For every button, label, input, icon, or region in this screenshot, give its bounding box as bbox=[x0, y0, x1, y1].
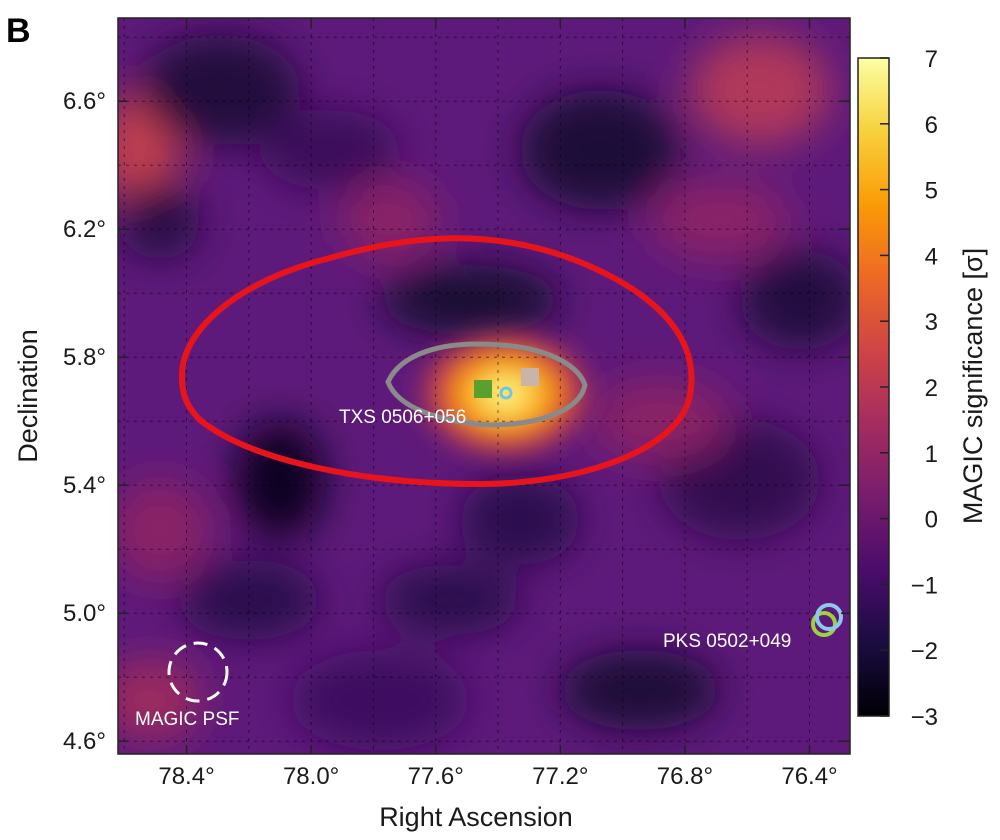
y-tick-label: 5.8° bbox=[63, 344, 106, 371]
x-tick-label: 77.2° bbox=[532, 763, 588, 790]
x-tick-label: 76.4° bbox=[781, 763, 837, 790]
y-axis: 4.6° 5.0° 5.4° 5.8° 6.2° 6.6° bbox=[63, 88, 850, 755]
colorbar-tick-label: −1 bbox=[911, 572, 938, 599]
colorbar-tick-label: 5 bbox=[925, 178, 938, 205]
x-tick-label: 78.4° bbox=[158, 763, 214, 790]
blue-circle-marker bbox=[499, 386, 513, 400]
colorbar-tick-label: −3 bbox=[911, 704, 938, 731]
psf-label: MAGIC PSF bbox=[135, 709, 240, 730]
colorbar-tick-label: 4 bbox=[925, 243, 938, 270]
colorbar-tick-label: 3 bbox=[925, 309, 938, 336]
colorbar-ticks: 7 6 5 4 3 2 1 0 −1 −2 −3 bbox=[880, 46, 938, 731]
y-tick-label: 5.4° bbox=[63, 472, 106, 499]
grid bbox=[118, 18, 850, 754]
y-axis-title: Declination bbox=[13, 329, 43, 463]
blue-circle-marker-pks bbox=[815, 603, 843, 631]
x-axis-title: Right Ascension bbox=[379, 802, 573, 832]
colorbar-tick-label: 1 bbox=[925, 441, 938, 468]
colorbar-tick-label: 7 bbox=[925, 46, 938, 73]
psf-circle bbox=[167, 641, 229, 703]
source-label-pks: PKS 0502+049 bbox=[663, 631, 791, 652]
green-circle-marker bbox=[811, 611, 837, 637]
y-tick-label: 6.6° bbox=[63, 88, 106, 115]
colorbar-label: MAGIC significance [σ] bbox=[958, 248, 988, 524]
markers bbox=[167, 368, 843, 703]
x-tick-label: 76.8° bbox=[657, 763, 713, 790]
y-tick-label: 5.0° bbox=[63, 600, 106, 627]
heatmap bbox=[118, 18, 850, 754]
colorbar-tick-label: −2 bbox=[911, 638, 938, 665]
x-axis: 78.4° 78.0° 77.6° 77.2° 76.8° 76.4° bbox=[158, 18, 838, 790]
green-square-marker bbox=[474, 380, 492, 398]
source-label-txs: TXS 0506+056 bbox=[339, 407, 466, 428]
panel-label: B bbox=[6, 12, 31, 50]
plot-frame bbox=[117, 17, 851, 755]
colorbar-tick-label: 2 bbox=[925, 375, 938, 402]
colorbar-tick-label: 0 bbox=[925, 507, 938, 534]
contour-red bbox=[178, 235, 695, 488]
y-tick-label: 6.2° bbox=[63, 216, 106, 243]
x-tick-label: 78.0° bbox=[283, 763, 339, 790]
beige-square-marker bbox=[521, 368, 539, 386]
contours bbox=[178, 235, 695, 488]
x-tick-label: 77.6° bbox=[408, 763, 464, 790]
colorbar-tick-label: 6 bbox=[925, 112, 938, 139]
contour-grey bbox=[385, 341, 588, 428]
y-tick-label: 4.6° bbox=[63, 728, 106, 755]
